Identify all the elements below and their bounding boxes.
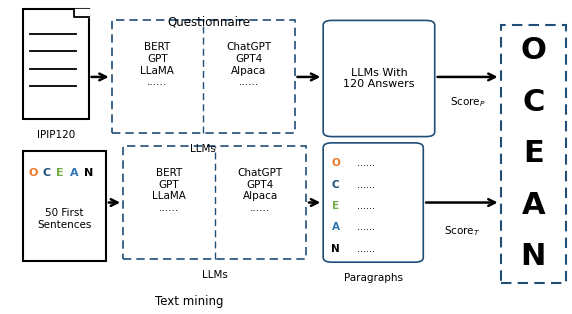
Text: A: A <box>332 222 340 232</box>
Bar <box>123 146 306 259</box>
Text: LLMs: LLMs <box>201 270 228 280</box>
Polygon shape <box>74 9 89 17</box>
Text: ......: ...... <box>357 158 375 168</box>
Bar <box>23 151 106 261</box>
Text: LLMs With
120 Answers: LLMs With 120 Answers <box>343 68 415 89</box>
Text: ......: ...... <box>357 222 375 232</box>
Text: Score$_T$: Score$_T$ <box>444 224 480 238</box>
Text: ChatGPT
GPT4
Alpaca
......: ChatGPT GPT4 Alpaca ...... <box>227 42 271 87</box>
Text: O: O <box>331 158 340 168</box>
Text: O: O <box>521 36 546 65</box>
Text: ......: ...... <box>357 201 375 211</box>
Text: IPIP120: IPIP120 <box>37 130 75 140</box>
Text: N: N <box>521 242 546 271</box>
Text: E: E <box>332 201 339 211</box>
Text: LLMs: LLMs <box>190 144 216 154</box>
Text: Score$_P$: Score$_P$ <box>450 95 486 109</box>
Text: A: A <box>522 191 545 220</box>
Text: 50 First
Sentences: 50 First Sentences <box>37 208 92 230</box>
Text: N: N <box>331 244 340 254</box>
Text: C: C <box>42 168 50 178</box>
Bar <box>23 9 89 119</box>
Text: C: C <box>522 88 545 117</box>
Text: E: E <box>56 168 63 178</box>
Text: N: N <box>84 168 93 178</box>
Text: Paragraphs: Paragraphs <box>344 273 403 283</box>
Text: E: E <box>523 139 544 168</box>
Text: Text mining: Text mining <box>154 295 223 308</box>
Text: O: O <box>29 168 38 178</box>
FancyBboxPatch shape <box>323 143 423 262</box>
Text: A: A <box>70 168 78 178</box>
Bar <box>112 20 295 133</box>
FancyBboxPatch shape <box>323 20 435 137</box>
Text: ......: ...... <box>357 180 375 190</box>
Text: ......: ...... <box>357 244 375 254</box>
Text: ChatGPT
GPT4
Alpaca
......: ChatGPT GPT4 Alpaca ...... <box>238 168 283 213</box>
Text: Questionnaire: Questionnaire <box>167 15 251 29</box>
Text: C: C <box>332 180 340 190</box>
Bar <box>500 25 566 283</box>
Text: BERT
GPT
LLaMA
......: BERT GPT LLaMA ...... <box>140 42 174 87</box>
Text: BERT
GPT
LLaMA
......: BERT GPT LLaMA ...... <box>152 168 186 213</box>
